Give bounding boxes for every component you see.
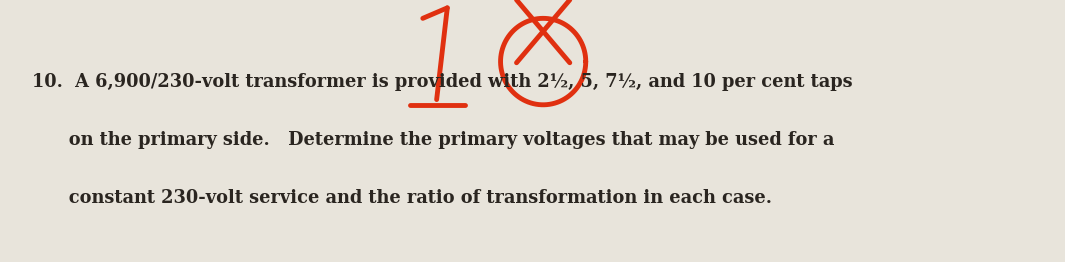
Text: 10.  A 6,900/230-volt transformer is provided with 2½, 5, 7½, and 10 per cent ta: 10. A 6,900/230-volt transformer is prov… [32, 73, 853, 91]
Text: constant 230-volt service and the ratio of transformation in each case.: constant 230-volt service and the ratio … [32, 189, 772, 207]
Text: on the primary side.   Determine the primary voltages that may be used for a: on the primary side. Determine the prima… [32, 131, 834, 149]
